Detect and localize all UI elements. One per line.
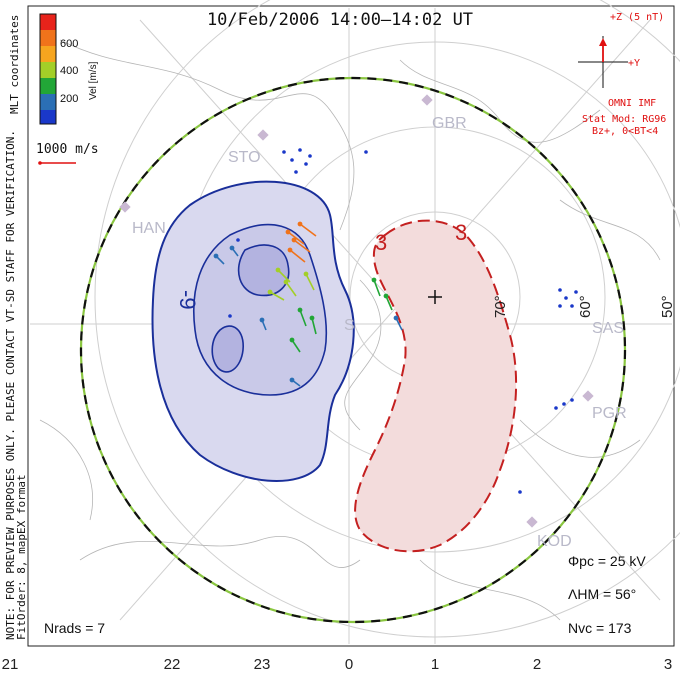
velocity-vectors (213, 148, 578, 494)
latitude-label-50: 50° (659, 295, 676, 318)
hm-boundary (79, 76, 627, 624)
imf-condition: Bz+, 0<BT<4 (592, 126, 658, 137)
station-labels: GBR STO HAN SAS PGR KOD S (132, 115, 627, 550)
imf-dial: +Z (5 nT) +Y OMNI IMF Stat Mod: RG96 Bz+… (578, 12, 666, 137)
stat-lambda-hm: ΛHM = 56° (568, 586, 636, 602)
colorbar-tick-200: 200 (60, 93, 78, 105)
colorbar-tick-600: 600 (60, 38, 78, 50)
scale-vector: 1000 m/s (36, 142, 99, 165)
mlt-tick-3: 3 (663, 656, 673, 673)
preview-note: NOTE: FOR PREVIEW PURPOSES ONLY. PLEASE … (4, 130, 17, 640)
station-kod: KOD (537, 533, 572, 550)
positive-contour-label: 3 (375, 230, 387, 255)
negative-contour-label: -9 (175, 290, 200, 310)
latitude-label-60: 60° (577, 295, 594, 318)
mlt-tick-23: 23 (253, 656, 271, 673)
positive-potential-cell: 3 3 (354, 219, 518, 553)
station-pgr: PGR (592, 405, 627, 422)
latitude-label-70: 70° (492, 295, 509, 318)
station-gbr: GBR (432, 115, 467, 132)
imf-y-label: +Y (628, 58, 640, 69)
imf-z-label: +Z (5 nT) (610, 12, 664, 23)
fit-order-note: FitOrder: 8, mapEX format (15, 474, 28, 640)
velocity-colorbar: 600 400 200 Vel [m/s] (39, 13, 99, 125)
coastlines (39, 39, 661, 621)
stat-phi-pc: Φpc = 25 kV (568, 553, 646, 569)
imf-model: Stat Mod: RG96 (582, 114, 666, 125)
plot-title: 10/Feb/2006 14:00–14:02 UT (207, 10, 473, 30)
pole-marker (428, 290, 442, 304)
station-s: S (344, 317, 355, 334)
latitude-labels: 70° 60° 50° (492, 295, 676, 318)
mlt-axis: 21 22 23 0 1 2 3 (0, 650, 680, 674)
colorbar-tick-400: 400 (60, 65, 78, 77)
coordinates-label: MLT coordinates (8, 15, 21, 114)
map-plot: -9 3 3 (4, 0, 680, 647)
stat-n-rads: Nrads = 7 (44, 620, 105, 636)
scale-vector-label: 1000 m/s (36, 142, 99, 157)
mlt-tick-21: 21 (1, 656, 19, 673)
positive-contour-label-2: 3 (455, 220, 467, 245)
mlt-tick-0: 0 (344, 656, 354, 673)
imf-source: OMNI IMF (608, 98, 656, 109)
stat-n-vc: Nvc = 173 (568, 620, 632, 636)
mlt-tick-1: 1 (430, 656, 440, 673)
mlt-tick-2: 2 (532, 656, 542, 673)
mlt-tick-22: 22 (163, 656, 181, 673)
station-sto: STO (228, 149, 261, 166)
negative-potential-cell: -9 (151, 180, 355, 482)
station-sas: SAS (592, 320, 624, 337)
station-han: HAN (132, 220, 166, 237)
colorbar-label: Vel [m/s] (88, 61, 99, 100)
